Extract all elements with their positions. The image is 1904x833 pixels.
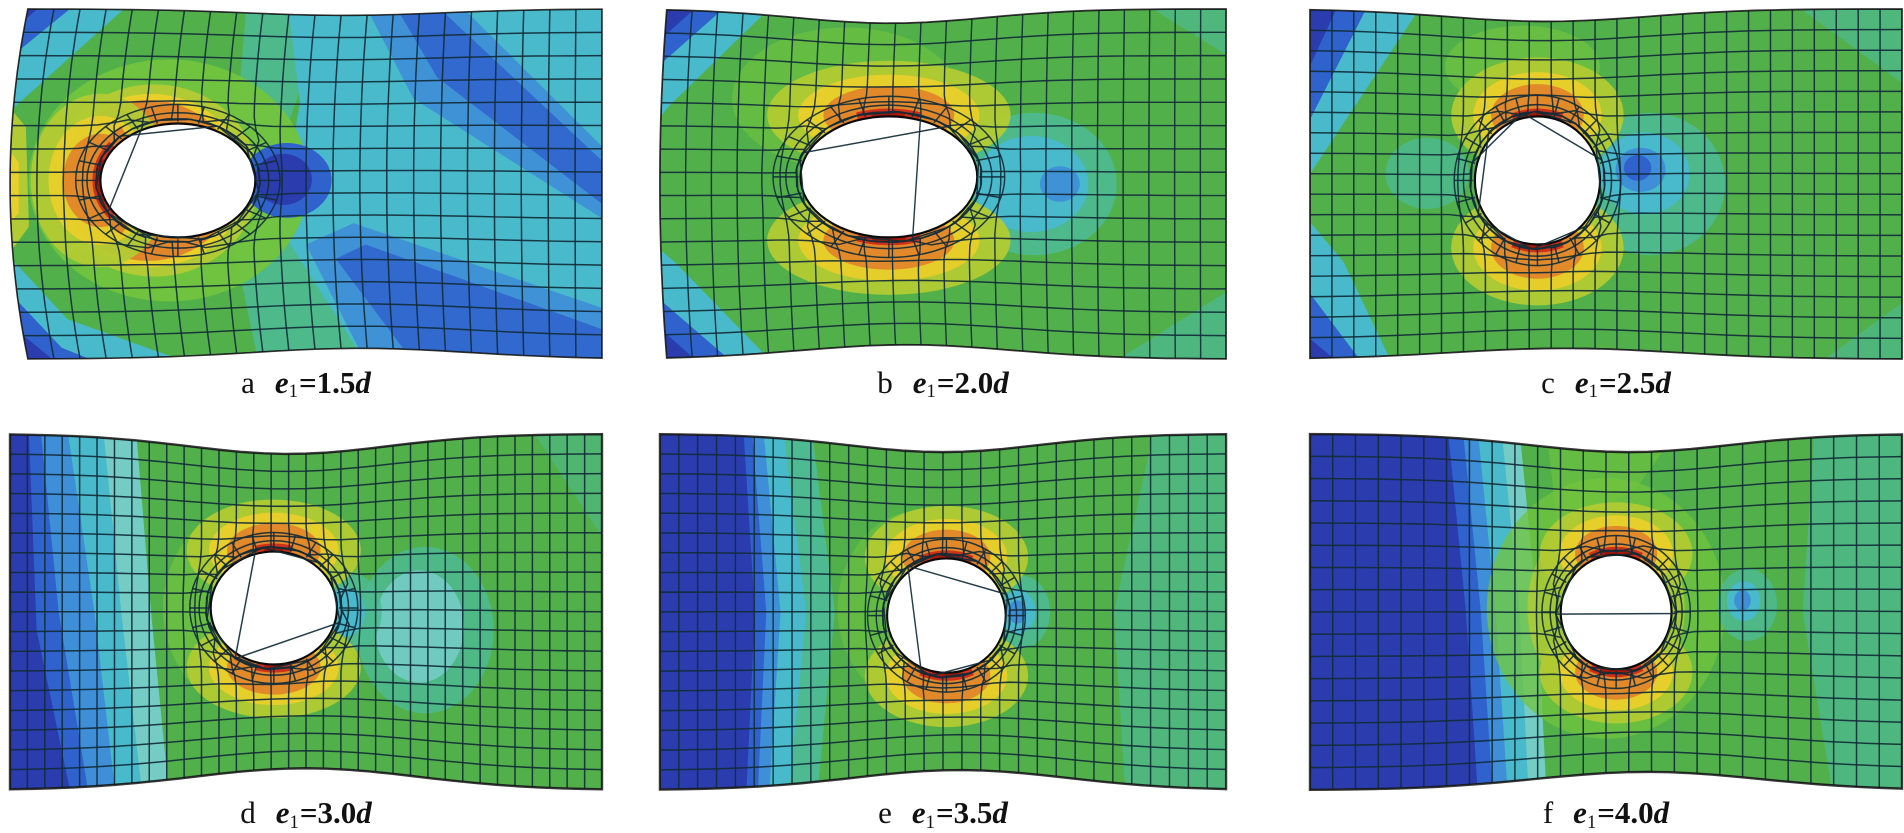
stress-contour-plot (1308, 6, 1904, 362)
panel-expression: e1=2.5d (1575, 365, 1671, 401)
subscript-1: 1 (288, 381, 298, 403)
equals-value: =3.5 (935, 795, 993, 830)
subscript-1: 1 (1588, 381, 1598, 403)
subscript-1: 1 (289, 811, 299, 833)
equals-value: =3.0 (299, 795, 357, 830)
panel-letter: f (1542, 795, 1554, 830)
panel-expression: e1=2.0d (913, 365, 1009, 401)
panel-caption: d e1=3.0d (8, 793, 604, 833)
unit-d: d (1655, 364, 1671, 400)
equals-value: =2.0 (936, 364, 994, 400)
stress-contour-plot (658, 6, 1228, 362)
variable-e: e (912, 364, 927, 400)
panel-caption: c e1=2.5d (1308, 362, 1904, 403)
fea-panel: b e1=2.0d (658, 6, 1228, 403)
unit-d: d (1653, 795, 1670, 830)
panel-expression: e1=4.0d (1573, 795, 1669, 831)
panel-expression: e1=3.0d (276, 795, 372, 831)
panel-letter: d (240, 795, 256, 830)
unit-d: d (993, 364, 1009, 400)
equals-value: =4.0 (1597, 795, 1654, 830)
stress-contour-plot (1308, 431, 1904, 793)
subscript-1: 1 (926, 381, 936, 403)
equals-value: =1.5 (298, 364, 356, 400)
fea-panel: a e1=1.5d (8, 6, 604, 403)
panel-letter: e (878, 795, 892, 830)
equals-value: =2.5 (1598, 364, 1656, 400)
stress-contour-plot (8, 431, 604, 793)
panel-caption: f e1=4.0d (1308, 793, 1904, 833)
subscript-1: 1 (1586, 811, 1597, 833)
variable-e: e (274, 364, 289, 400)
variable-e: e (1574, 364, 1589, 400)
panel-expression: e1=3.5d (912, 795, 1008, 831)
panel-expression: e1=1.5d (275, 365, 371, 401)
fea-panel: f e1=4.0d (1308, 431, 1904, 833)
fea-panel: c e1=2.5d (1308, 6, 1904, 403)
fea-panel: e e1=3.5d (658, 431, 1228, 833)
panel-letter: c (1541, 364, 1555, 400)
unit-d: d (355, 364, 371, 400)
variable-e: e (275, 795, 290, 830)
unit-d: d (356, 795, 372, 830)
panel-letter: a (241, 364, 255, 400)
stress-contour-plot (8, 6, 604, 362)
variable-e: e (911, 795, 926, 830)
unit-d: d (992, 795, 1008, 830)
panel-caption: b e1=2.0d (658, 362, 1228, 403)
variable-e: e (1573, 795, 1587, 830)
panel-letter: b (877, 364, 893, 400)
subscript-1: 1 (925, 811, 935, 833)
stress-contour-plot (658, 431, 1228, 793)
panel-caption: e e1=3.5d (658, 793, 1228, 833)
fea-panel: d e1=3.0d (8, 431, 604, 833)
panel-caption: a e1=1.5d (8, 362, 604, 403)
